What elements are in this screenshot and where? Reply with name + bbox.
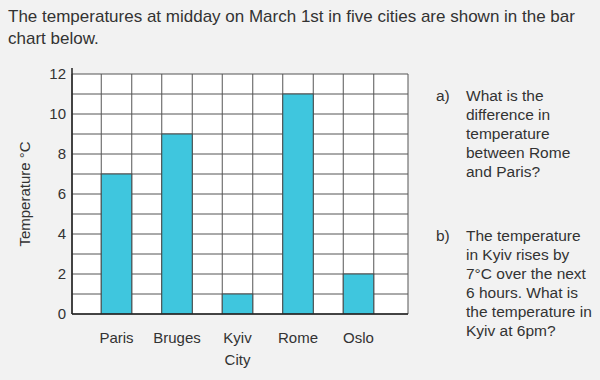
- x-tick-label: Bruges: [153, 329, 201, 346]
- y-tick-label: 8: [58, 145, 66, 162]
- bars: [101, 94, 374, 314]
- bar: [283, 94, 314, 314]
- question-label: a): [436, 86, 450, 105]
- y-tick-label: 6: [58, 185, 66, 202]
- y-tick-label: 0: [58, 305, 66, 322]
- x-tick-label: Oslo: [343, 329, 374, 346]
- y-tick-label: 4: [58, 225, 66, 242]
- bar: [343, 274, 374, 314]
- x-axis: [72, 313, 408, 315]
- y-axis: [71, 68, 73, 314]
- intro: The temperatures at midday on March 1st …: [8, 6, 588, 50]
- plot-area: [72, 74, 408, 314]
- y-tick-label: 12: [49, 65, 66, 82]
- grid-line: [72, 114, 408, 115]
- x-tick-label: Kyiv: [223, 329, 252, 346]
- x-tick-label: Paris: [99, 329, 133, 346]
- question-text: The temperature in Kyiv rises by 7°C ove…: [466, 226, 594, 340]
- grid-line: [72, 314, 408, 315]
- minor-grid-line: [72, 134, 408, 135]
- vertical-grid-line: [222, 74, 223, 314]
- bar: [101, 174, 132, 314]
- grid-line: [72, 154, 408, 155]
- x-tick-label: Rome: [278, 329, 318, 346]
- bar: [162, 134, 193, 314]
- question-text: What is the difference in temperature be…: [466, 86, 594, 181]
- bar: [222, 294, 253, 314]
- question-label: b): [436, 226, 450, 245]
- grid: [72, 74, 408, 314]
- vertical-grid-line: [252, 74, 253, 314]
- y-axis-label: Temperature °C: [16, 141, 33, 246]
- y-tick-label: 2: [58, 265, 66, 282]
- x-axis-label: City: [225, 351, 251, 368]
- vertical-grid-line: [408, 74, 409, 314]
- minor-grid-line: [72, 94, 408, 95]
- y-tick-label: 10: [49, 105, 66, 122]
- grid-line: [72, 74, 408, 75]
